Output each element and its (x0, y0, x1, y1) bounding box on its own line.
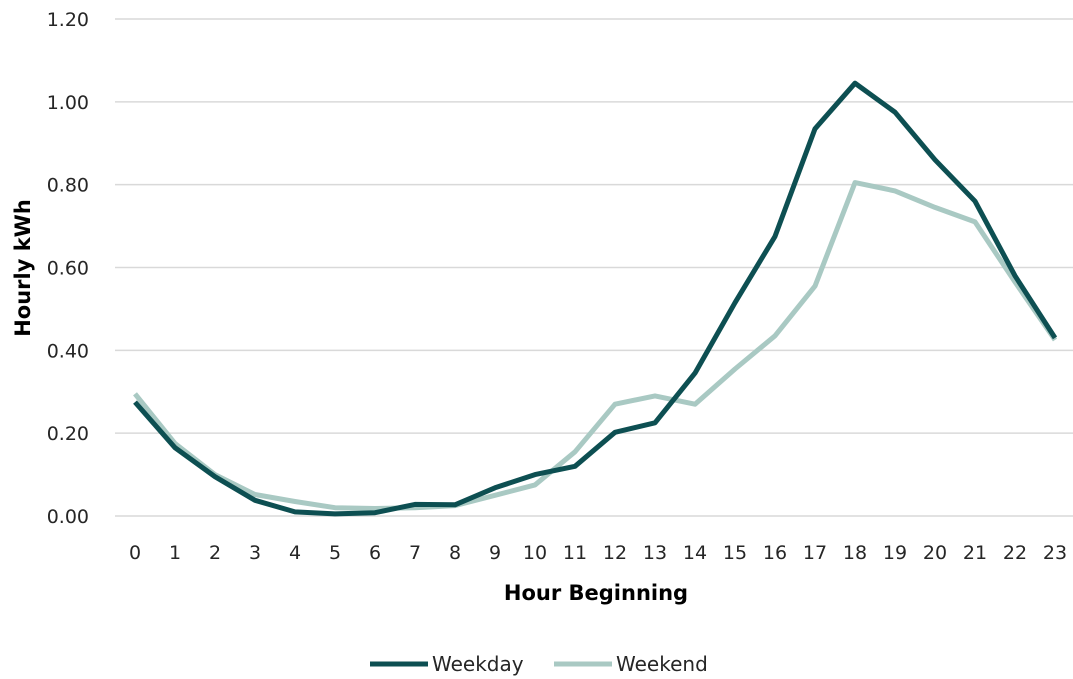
x-tick-label: 9 (489, 542, 501, 564)
x-axis-title: Hour Beginning (504, 581, 688, 605)
x-tick-label: 17 (803, 542, 827, 564)
x-tick-label: 15 (723, 542, 747, 564)
x-tick-label: 7 (409, 542, 421, 564)
x-tick-label: 8 (449, 542, 461, 564)
series-lines (133, 80, 1058, 517)
series-line-weekday (133, 80, 1058, 517)
y-tick-label: 0.60 (47, 258, 89, 280)
x-tick-label: 11 (563, 542, 587, 564)
x-tick-label: 18 (843, 542, 867, 564)
x-tick-label: 20 (923, 542, 947, 564)
y-tick-label: 0.80 (47, 175, 89, 197)
x-tick-label: 16 (763, 542, 787, 564)
y-tick-label: 0.40 (47, 340, 89, 362)
x-tick-label: 12 (603, 542, 627, 564)
x-tick-label: 1 (169, 542, 181, 564)
x-tick-label: 6 (369, 542, 381, 564)
x-tick-label: 19 (883, 542, 907, 564)
y-tick-label: 1.20 (47, 9, 89, 31)
x-tick-label: 0 (129, 542, 141, 564)
x-tick-label: 5 (329, 542, 341, 564)
x-tick-label: 10 (523, 542, 547, 564)
x-tick-label: 2 (209, 542, 221, 564)
x-tick-label: 21 (963, 542, 987, 564)
x-tick-label: 13 (643, 542, 667, 564)
series-line-weekend (133, 180, 1058, 511)
legend-label-weekend: Weekend (616, 652, 708, 676)
legend-label-weekday: Weekday (432, 652, 524, 676)
gridlines (115, 18, 1073, 517)
legend: Weekday Weekend (370, 652, 708, 676)
y-axis-title: Hourly kWh (11, 199, 35, 337)
x-tick-label: 3 (249, 542, 261, 564)
x-axis-ticks: 0 1 2 3 4 5 6 7 8 9 10 11 12 13 14 15 16 17 18 19 20 21 22 23 (129, 542, 1067, 564)
x-tick-label: 22 (1003, 542, 1027, 564)
y-axis-ticks: 0.00 0.20 0.40 0.60 0.80 1.00 1.20 (47, 9, 89, 528)
y-tick-label: 0.00 (47, 506, 89, 528)
x-tick-label: 4 (289, 542, 301, 564)
y-tick-label: 1.00 (47, 92, 89, 114)
x-tick-label: 23 (1043, 542, 1067, 564)
x-tick-label: 14 (683, 542, 707, 564)
y-tick-label: 0.20 (47, 423, 89, 445)
